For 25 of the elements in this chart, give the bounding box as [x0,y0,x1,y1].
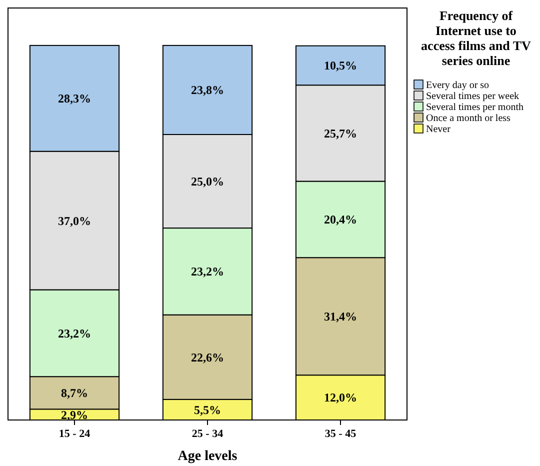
data-label: 5,5% [194,402,221,417]
data-label: 23,2% [191,264,224,279]
x-tick-label: 35 - 45 [324,428,357,440]
data-label: 25,0% [191,174,224,188]
data-label: 28,3% [58,92,91,106]
data-label: 20,4% [324,212,357,227]
x-tick-label: 15 - 24 [58,428,91,440]
legend-label: Every day or so [426,80,490,91]
data-label: 2,9% [61,408,88,422]
legend-label: Several times per month [426,102,524,113]
legend-label: Several times per week [426,91,520,102]
legend-label: Once a month or less [426,113,511,124]
data-label: 12,0% [324,390,357,405]
data-label: 23,2% [58,326,91,340]
x-tick-label: 25 - 34 [192,428,224,440]
legend-title: Frequency of Internet use to access films and TV series online [421,8,532,68]
data-label: 22,6% [191,350,224,364]
data-label: 37,0% [58,214,91,228]
data-label: 25,7% [324,126,357,140]
data-label: 8,7% [61,386,88,400]
data-label: 10,5% [324,58,357,73]
data-label: 23,8% [191,83,224,98]
legend-label: Never [426,124,452,135]
x-axis-title: Age levels [178,449,238,464]
data-label: 31,4% [324,310,357,324]
